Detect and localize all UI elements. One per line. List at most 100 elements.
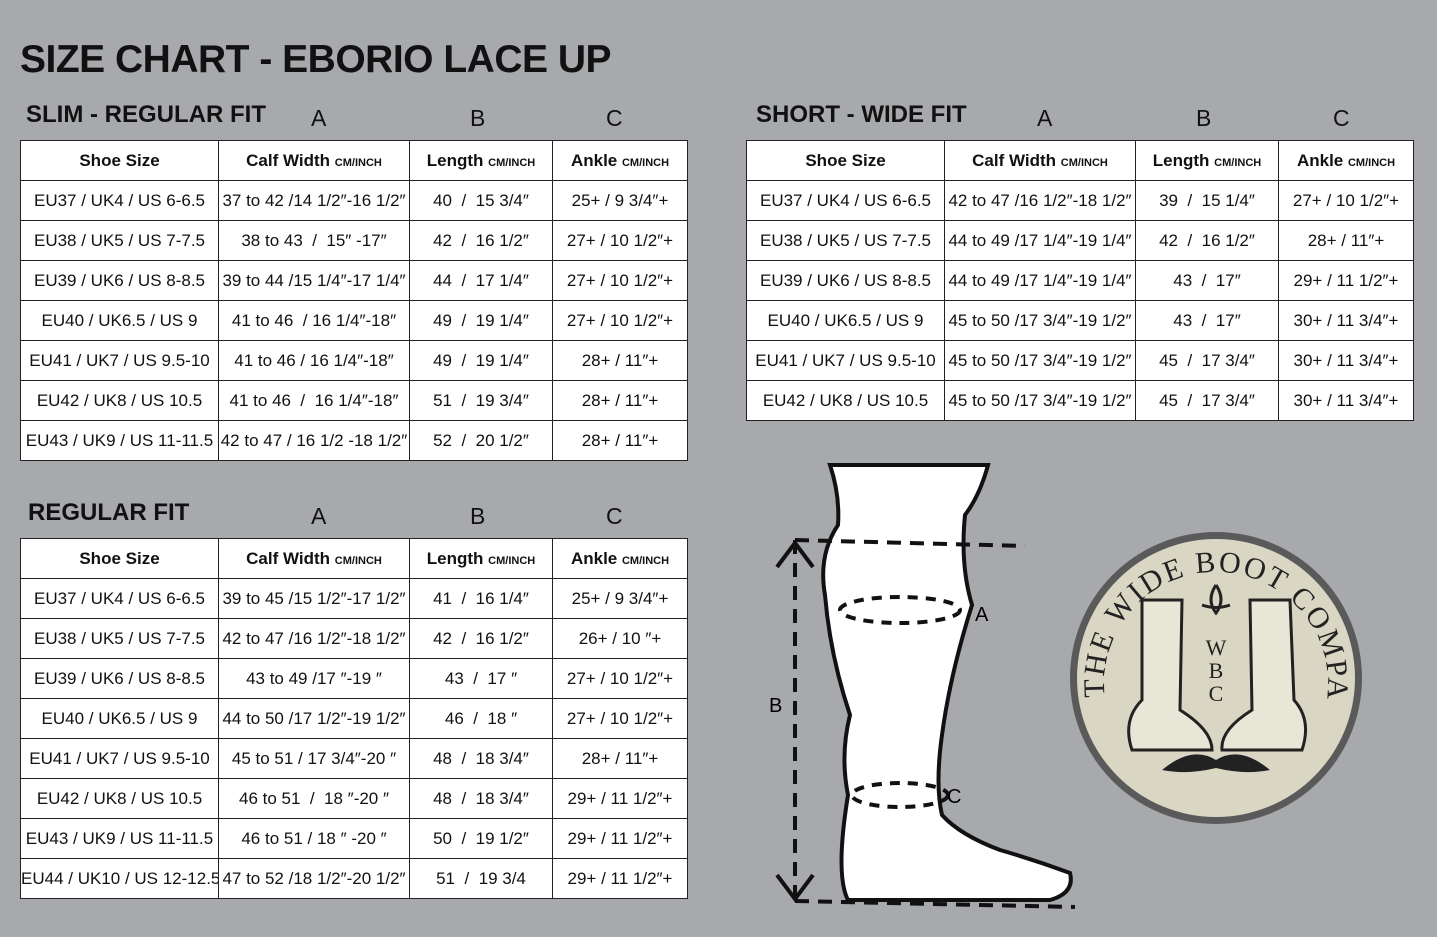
table-row: EU38 / UK5 / US 7-7.5 44 to 49 /17 1/4″-1…	[746, 220, 1414, 261]
column-header: Shoe Size	[20, 140, 219, 181]
table-cell: EU39 / UK6 / US 8-8.5	[20, 260, 219, 301]
table-cell: 37 to 42 /14 1/2″-16 1/2″	[218, 180, 410, 221]
table-cell: 46 / 18 ″	[409, 698, 553, 739]
column-header: Length CM/INCH	[1135, 140, 1279, 181]
table-cell: 29+ / 11 1/2″+	[552, 778, 688, 819]
table-cell: 43 to 49 /17 ″-19 ″	[218, 658, 410, 699]
table-cell: 45 to 51 / 17 3/4″-20 ″	[218, 738, 410, 779]
table-cell: 45 / 17 3/4″	[1135, 340, 1279, 381]
table-cell: 25+ / 9 3/4″+	[552, 180, 688, 221]
column-header: Ankle CM/INCH	[552, 140, 688, 181]
table-cell: EU44 / UK10 / US 12-12.5	[20, 858, 219, 899]
column-header: Ankle CM/INCH	[1278, 140, 1414, 181]
label-a: A	[975, 604, 989, 626]
table-cell: 39 to 44 /15 1/4″-17 1/4″	[218, 260, 410, 301]
column-letter-a: A	[311, 105, 327, 131]
column-header-unit: CM/INCH	[488, 554, 536, 567]
table-cell: 30+ / 11 3/4″+	[1278, 340, 1414, 381]
column-header: Shoe Size	[746, 140, 945, 181]
bottom-dashed-line	[794, 899, 1076, 909]
table-cell: EU40 / UK6.5 / US 9	[746, 300, 945, 341]
table-cell: 44 / 17 1/4″	[409, 260, 553, 301]
table-cell: 44 to 49 /17 1/4″-19 1/4″	[944, 260, 1136, 301]
table-cell: 49 / 19 1/4″	[409, 300, 553, 341]
table-cell: 42 to 47 / 16 1/2 -18 1/2″	[218, 420, 410, 461]
table-cell: EU42 / UK8 / US 10.5	[20, 380, 219, 421]
column-header-label: Calf Width	[246, 548, 331, 568]
table-row: EU43 / UK9 / US 11-11.5 42 to 47 / 16 1/2…	[20, 420, 688, 461]
table-cell: EU41 / UK7 / US 9.5-10	[20, 738, 219, 779]
table-cell: 43 / 17″	[1135, 300, 1279, 341]
table-cell: 41 / 16 1/4″	[409, 578, 553, 619]
table-row: EU43 / UK9 / US 11-11.5 46 to 51 / 18 ″ -…	[20, 818, 688, 859]
table-cell: EU39 / UK6 / US 8-8.5	[20, 658, 219, 699]
arrow-down-icon	[775, 873, 815, 903]
table-cell: 50 / 19 1/2″	[409, 818, 553, 859]
table-cell: 29+ / 11 1/2″+	[552, 858, 688, 899]
table-row: EU38 / UK5 / US 7-7.5 38 to 43 / 15″ -17″…	[20, 220, 688, 261]
column-header-unit: CM/INCH	[334, 554, 382, 567]
column-header: Calf Width CM/INCH	[944, 140, 1136, 181]
column-header-label: Length	[426, 548, 484, 568]
svg-text:W: W	[1206, 635, 1227, 660]
table-row: EU42 / UK8 / US 10.5 46 to 51 / 18 ″-20 ″…	[20, 778, 688, 819]
section-label-short-wide: SHORT - WIDE FIT	[756, 101, 967, 128]
table-cell: 28+ / 11″+	[552, 380, 688, 421]
column-header: Calf Width CM/INCH	[218, 538, 410, 579]
table-cell: 30+ / 11 3/4″+	[1278, 300, 1414, 341]
table-cell: 45 to 50 /17 3/4″-19 1/2″	[944, 340, 1136, 381]
arrow-up-icon	[775, 539, 815, 569]
column-header-label: Shoe Size	[79, 150, 160, 170]
label-b: B	[769, 695, 782, 717]
table-row: EU37 / UK4 / US 6-6.5 39 to 45 /15 1/2″-1…	[20, 578, 688, 619]
column-letter-c: C	[606, 105, 623, 131]
table-row: EU41 / UK7 / US 9.5-10 45 to 51 / 17 3/4″…	[20, 738, 688, 779]
table-cell: EU37 / UK4 / US 6-6.5	[746, 180, 945, 221]
table-row: EU39 / UK6 / US 8-8.5 43 to 49 /17 ″-19 ″…	[20, 658, 688, 699]
table-row: EU37 / UK4 / US 6-6.5 42 to 47 /16 1/2″-1…	[746, 180, 1414, 221]
section-label-slim-regular: SLIM - REGULAR FIT	[26, 101, 266, 128]
calf-measure-line	[838, 595, 962, 625]
table-cell: 27+ / 10 1/2″+	[1278, 180, 1414, 221]
column-header-label: Ankle	[1296, 150, 1344, 170]
table-cell: 48 / 18 3/4″	[409, 738, 553, 779]
header-row: Shoe Size Calf Width CM/INCH Length CM/INC…	[746, 140, 1414, 181]
table-row: EU38 / UK5 / US 7-7.5 42 to 47 /16 1/2″-1…	[20, 618, 688, 659]
table-cell: 46 to 51 / 18 ″ -20 ″	[218, 818, 410, 859]
table-row: EU41 / UK7 / US 9.5-10 41 to 46 / 16 1/4″…	[20, 340, 688, 381]
page-title: SIZE CHART - EBORIO LACE UP	[20, 38, 612, 81]
table-cell: 27+ / 10 1/2″+	[552, 658, 688, 699]
column-header-unit: CM/INCH	[334, 156, 382, 169]
table-cell: EU40 / UK6.5 / US 9	[20, 698, 219, 739]
table-cell: 52 / 20 1/2″	[409, 420, 553, 461]
column-letter-b: B	[1196, 105, 1212, 131]
column-header-label: Length	[1152, 150, 1210, 170]
column-header-label: Ankle	[570, 548, 618, 568]
table-cell: 38 to 43 / 15″ -17″	[218, 220, 410, 261]
wide-boot-company-logo: THE WIDE BOOT COMPANY W B C	[1062, 530, 1362, 824]
table-cell: 26+ / 10 ″+	[552, 618, 688, 659]
table-cell: 27+ / 10 1/2″+	[552, 260, 688, 301]
table-row: EU37 / UK4 / US 6-6.5 37 to 42 /14 1/2″-1…	[20, 180, 688, 221]
size-table-regular: Shoe Size Calf Width CM/INCH Length CM/INC…	[20, 538, 688, 899]
table-cell: 45 to 50 /17 3/4″-19 1/2″	[944, 380, 1136, 421]
table-cell: 45 to 50 /17 3/4″-19 1/2″	[944, 300, 1136, 341]
column-header: Calf Width CM/INCH	[218, 140, 410, 181]
table-cell: 42 / 16 1/2″	[1135, 220, 1279, 261]
table-cell: 42 / 16 1/2″	[409, 220, 553, 261]
table-cell: EU38 / UK5 / US 7-7.5	[746, 220, 945, 261]
top-dashed-line	[794, 538, 1026, 548]
table-cell: 29+ / 11 1/2″+	[1278, 260, 1414, 301]
table-cell: EU43 / UK9 / US 11-11.5	[20, 420, 219, 461]
column-header-unit: CM/INCH	[1347, 156, 1396, 169]
table-cell: 43 / 17″	[1135, 260, 1279, 301]
table-cell: 51 / 19 3/4	[409, 858, 553, 899]
table-cell: 30+ / 11 3/4″+	[1278, 380, 1414, 421]
column-letter-a: A	[1037, 105, 1053, 131]
table-cell: 28+ / 11″+	[552, 738, 688, 779]
table-cell: 44 to 50 /17 1/2″-19 1/2″	[218, 698, 410, 739]
column-header: Shoe Size	[20, 538, 219, 579]
table-cell: 41 to 46 / 16 1/4″-18″	[218, 380, 410, 421]
svg-text:C: C	[1209, 681, 1224, 706]
column-letter-c: C	[606, 503, 623, 529]
